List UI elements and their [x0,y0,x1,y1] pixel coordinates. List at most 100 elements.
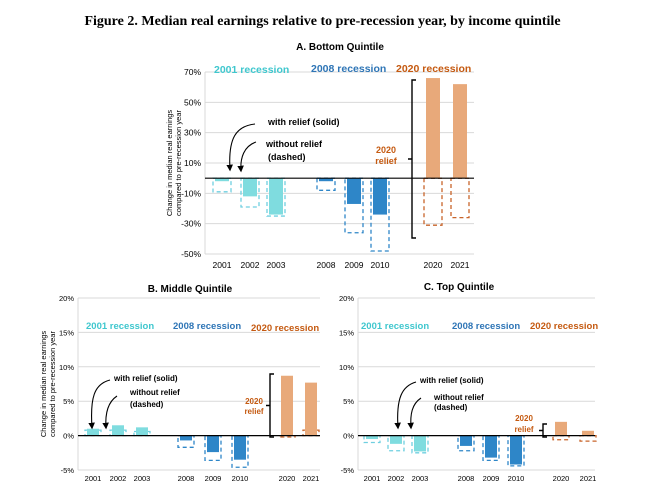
y-axis-label: Change in median real earningscompared t… [39,331,57,438]
x-tick-label: 2009 [205,474,222,483]
bar-with-relief-2003 [269,178,283,215]
arrow-with-relief [88,379,111,430]
x-tick-label: 2010 [232,474,249,483]
bar-without-relief-2020 [423,177,443,226]
bar-with-relief-2002 [112,425,124,436]
bar-with-relief-2008 [180,435,192,441]
bar-with-relief-2001 [215,178,229,182]
relief-label-word: relief [375,156,398,166]
y-tick-label: 50% [184,97,201,107]
bar-with-relief-2020 [555,421,567,436]
y-tick-label: 20% [339,294,354,303]
arrow-with-relief [394,381,417,430]
x-tick-label: 2001 [213,260,232,270]
bar-with-relief-2009 [207,435,219,453]
x-tick-label: 2020 [279,474,296,483]
y-tick-label: 0% [63,432,74,441]
bar-with-relief-2001 [87,428,99,436]
bar-with-relief-2009 [485,435,497,458]
bar-with-relief-2008 [460,435,472,446]
arrow-with-relief [226,123,256,172]
bar-with-relief-2021 [582,430,594,436]
x-tick-label: 2021 [580,474,597,483]
arrow-without-relief [237,141,257,173]
bar-with-relief-2020 [426,78,440,179]
annotation-dashed: (dashed) [130,400,164,409]
y-tick-label: 15% [339,328,354,337]
x-tick-label: 2021 [451,260,470,270]
relief-bracket [266,373,274,438]
x-tick-label: 2001 [85,474,102,483]
bar-with-relief-2010 [510,435,522,465]
bar-without-relief-2021 [450,177,470,219]
bar-with-relief-2009 [347,178,361,204]
relief-bracket [408,79,416,239]
bar-with-relief-2010 [234,435,246,460]
figure-title: Figure 2. Median real earnings relative … [84,14,561,29]
x-tick-label: 2009 [345,260,364,270]
x-tick-label: 2003 [267,260,286,270]
chart-panel-B: B. Middle Quintile -5% 0% 5% 10% 15% 20% Change… [39,284,320,483]
y-axis-label: Change in median real earningscompared t… [165,110,183,217]
x-tick-label: 2010 [508,474,525,483]
recession-label: 2020 recession [396,63,471,75]
relief-label-year: 2020 [515,414,533,423]
bar-with-relief-2021 [453,84,467,179]
x-tick-label: 2021 [303,474,320,483]
relief-label-word: relief [514,425,533,434]
annotation-with-relief: with relief (solid) [267,117,340,127]
y-tick-label: 10% [339,363,354,372]
relief-label-year: 2020 [376,145,396,155]
annotation-dashed: (dashed) [268,152,306,162]
relief-label-word: relief [244,407,263,416]
y-tick-label: 70% [184,67,201,77]
annotation-with-relief: with relief (solid) [113,374,178,383]
x-tick-label: 2001 [364,474,381,483]
bar-with-relief-2008 [319,178,333,182]
bar-with-relief-2021 [305,382,317,436]
y-tick-label: -5% [61,466,75,475]
annotation-without-relief: without relief [129,388,180,397]
chart-panel-A: A. Bottom Quintile -50% -30% -10% 10% 30% 50% 7… [165,42,474,270]
recession-label: 2008 recession [173,321,241,332]
y-tick-label: -50% [181,249,201,259]
x-tick-label: 2010 [371,260,390,270]
x-tick-label: 2020 [424,260,443,270]
chart-title: B. Middle Quintile [148,284,233,295]
y-tick-label: -10% [181,188,201,198]
arrow-without-relief [407,397,422,430]
x-tick-label: 2008 [317,260,336,270]
bar-with-relief-2010 [373,178,387,215]
x-tick-label: 2002 [241,260,260,270]
annotation-without-relief: without relief [433,393,484,402]
y-tick-label: 20% [59,294,74,303]
recession-label: 2001 recession [86,321,154,332]
chart-title: C. Top Quintile [424,282,495,293]
x-tick-label: 2008 [178,474,195,483]
bar-with-relief-2020 [281,375,293,436]
bar-with-relief-2002 [390,435,402,444]
x-tick-label: 2009 [483,474,500,483]
x-tick-label: 2020 [553,474,570,483]
y-tick-label: 30% [184,128,201,138]
y-tick-label: 15% [59,328,74,337]
recession-label: 2008 recession [452,321,520,332]
recession-label: 2020 recession [251,323,319,334]
x-tick-label: 2002 [388,474,405,483]
bar-without-relief-2021 [579,434,597,442]
recession-label: 2020 recession [530,321,598,332]
bar-with-relief-2003 [414,435,426,452]
recession-label: 2008 recession [311,63,386,75]
annotation-without-relief: without relief [265,139,323,149]
x-tick-label: 2003 [412,474,429,483]
annotation-dashed: (dashed) [434,403,468,412]
y-tick-label: -30% [181,219,201,229]
y-tick-label: 5% [63,397,74,406]
y-tick-label: 10% [59,363,74,372]
recession-label: 2001 recession [214,64,289,76]
x-tick-label: 2008 [458,474,475,483]
y-tick-label: 0% [343,432,354,441]
bar-without-relief-2020 [552,434,570,441]
x-tick-label: 2002 [110,474,127,483]
